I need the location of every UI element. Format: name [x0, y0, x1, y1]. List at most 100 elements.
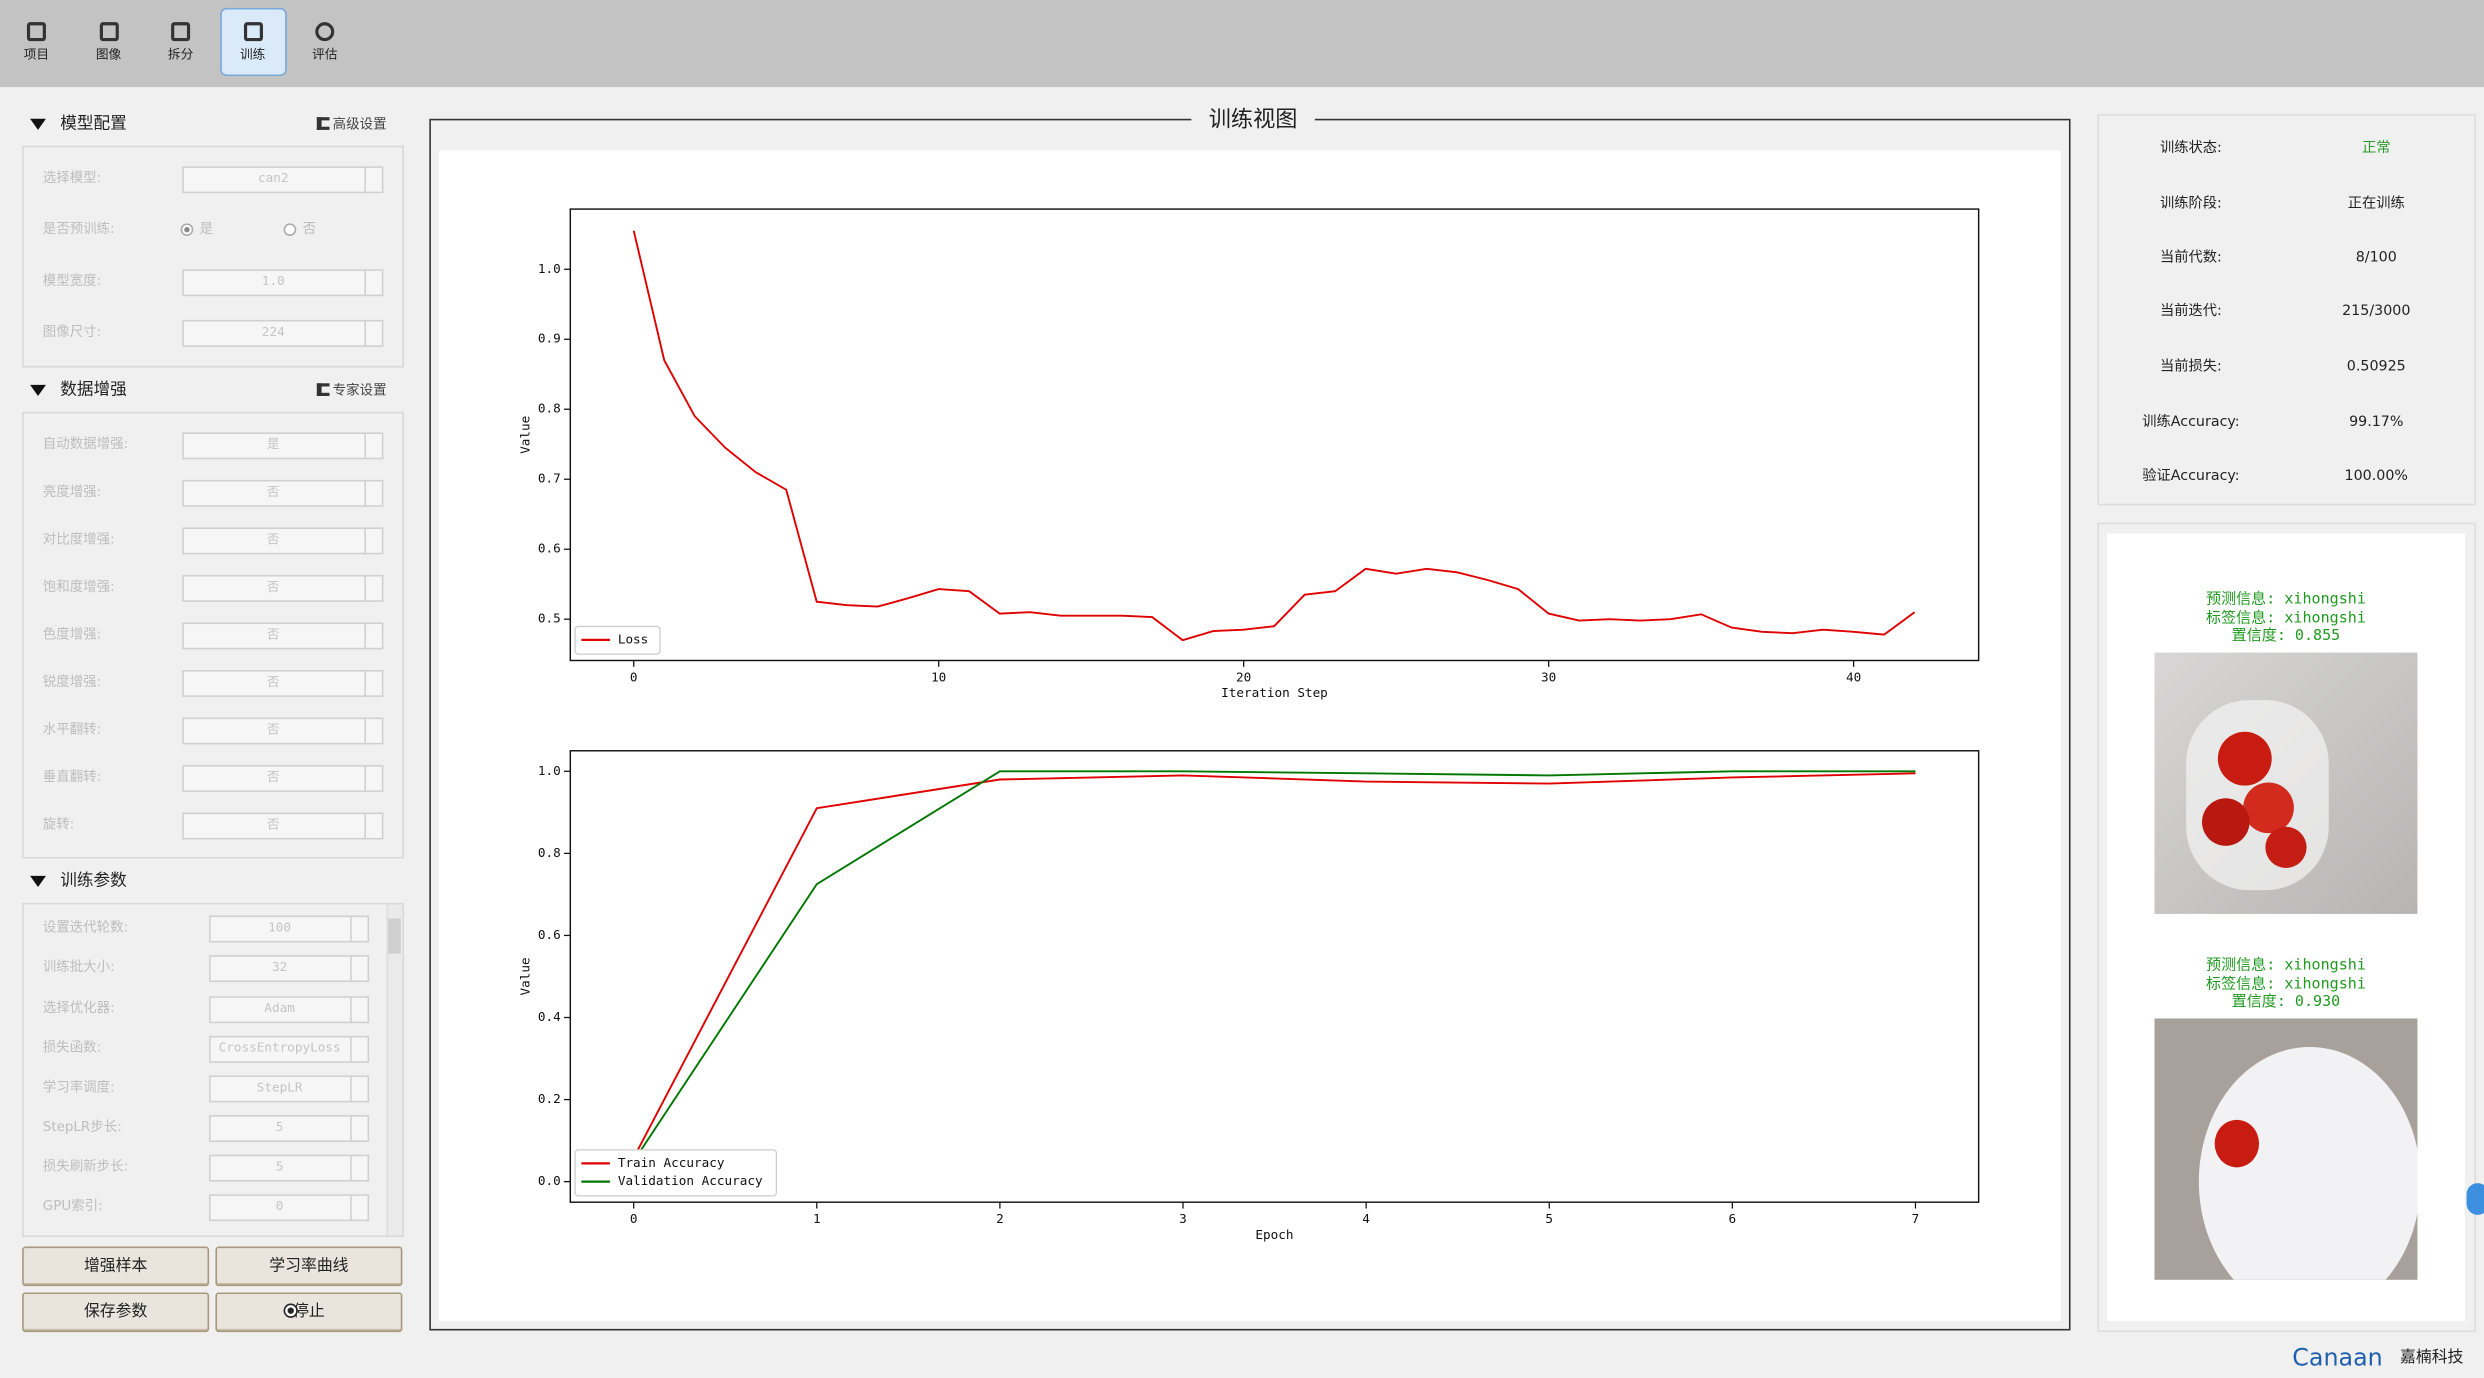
status-value: 100.00%: [2344, 468, 2408, 485]
button-label[interactable]: 停止: [293, 1303, 325, 1321]
prediction-text: 预测信息: xihongshi: [2206, 956, 2366, 975]
button[interactable]: [215, 1246, 403, 1287]
legend-label: Train Accuracy: [618, 1155, 725, 1170]
field-label: 旋转:: [42, 817, 75, 834]
dropdown-arrow: [364, 479, 383, 507]
y-axis-label: Value: [517, 957, 532, 995]
legend-box: [574, 625, 661, 655]
field-value: 224: [261, 324, 285, 339]
collapse-arrow[interactable]: [30, 118, 46, 130]
toolbar-item[interactable]: 项目: [23, 47, 50, 62]
status-value: 0.50925: [2346, 359, 2406, 376]
x-tick-label: 6: [1729, 1211, 1737, 1226]
status-label: 当前损失:: [2159, 359, 2222, 376]
toolbar-icon: [26, 22, 46, 42]
prediction-panel: [2097, 522, 2477, 1333]
field-label: 亮度增强:: [42, 484, 102, 501]
toolbar-icon: [315, 22, 335, 42]
link-icon: [316, 117, 330, 130]
dropdown-arrow: [350, 955, 369, 983]
field-value: 否: [266, 532, 280, 547]
dropdown: [182, 622, 384, 650]
brand-logo: Canaan: [2292, 1343, 2383, 1372]
dropdown-arrow: [364, 432, 383, 460]
field-value: 5: [275, 1159, 284, 1174]
dropdown: [209, 1075, 370, 1103]
y-tick-label: 0.6: [538, 541, 561, 556]
field-label: 学习率调度:: [42, 1080, 115, 1097]
data-line: [632, 770, 1916, 1162]
dropdown-arrow: [350, 1035, 369, 1063]
field-value: 否: [266, 769, 280, 785]
dropdown: [182, 269, 384, 297]
status-value: 99.17%: [2349, 414, 2404, 431]
field-label: 图像尺寸:: [42, 324, 102, 341]
button-label[interactable]: 学习率曲线: [269, 1257, 349, 1276]
radio-label: 是: [199, 221, 214, 238]
x-tick-label: 10: [931, 669, 946, 684]
legend-box: [574, 1149, 778, 1197]
prediction-text: 标签信息: xihongshi: [2206, 974, 2366, 993]
field-label: 损失刷新步长:: [42, 1159, 129, 1176]
section-box: [22, 145, 404, 368]
field-label: 锐度增强:: [42, 674, 102, 691]
dropdown-arrow: [350, 1075, 369, 1103]
dropdown-arrow: [364, 319, 383, 347]
toolbar-icon: [243, 22, 263, 42]
title-gap: [1191, 110, 1315, 130]
dropdown: [182, 812, 384, 840]
y-tick-label: 0.0: [538, 1173, 561, 1188]
status-label: 训练阶段:: [2159, 196, 2222, 213]
y-tick-label: 0.4: [538, 1009, 561, 1024]
y-tick-label: 0.8: [538, 845, 561, 860]
dropdown: [182, 527, 384, 555]
settings-link[interactable]: 高级设置: [332, 117, 387, 134]
toolbar-item[interactable]: 图像: [95, 47, 122, 62]
toolbar-item[interactable]: 拆分: [167, 47, 194, 62]
radio: [283, 223, 297, 237]
dropdown-arrow: [364, 166, 383, 194]
data-line: [632, 230, 1916, 642]
field-value: 1.0: [261, 274, 285, 289]
toolbar-icon: [171, 22, 191, 42]
toolbar-icon: [99, 22, 119, 42]
button-label[interactable]: 增强样本: [83, 1257, 148, 1276]
button[interactable]: [215, 1292, 403, 1333]
settings-link[interactable]: 专家设置: [332, 383, 387, 400]
button-label[interactable]: 保存参数: [83, 1303, 148, 1321]
field-value: 否: [266, 579, 280, 594]
field-value: 否: [266, 627, 280, 642]
prediction-text: 置信度: 0.855: [2231, 627, 2341, 645]
toolbar-item[interactable]: 训练: [240, 47, 266, 62]
dropdown: [209, 1115, 370, 1142]
dropdown-arrow: [364, 812, 383, 840]
stop-icon: [283, 1303, 298, 1318]
y-tick-label: 0.5: [538, 611, 561, 626]
dropdown-arrow: [350, 1154, 369, 1182]
button[interactable]: [22, 1292, 210, 1333]
view-title: 训练视图: [1208, 107, 1298, 134]
brand-name: 嘉楠科技: [2400, 1349, 2464, 1367]
button[interactable]: [22, 1246, 210, 1287]
field-label: 色度增强:: [42, 627, 102, 644]
field-label: 饱和度增强:: [42, 579, 115, 596]
field-value: 5: [275, 1119, 284, 1135]
dropdown: [209, 996, 370, 1024]
x-tick-label: 0: [630, 669, 638, 684]
y-tick-label: 0.9: [538, 331, 561, 346]
status-panel: [2097, 114, 2477, 506]
x-axis-label: Iteration Step: [1221, 685, 1328, 700]
dropdown-arrow: [350, 1194, 369, 1222]
side-toggle[interactable]: [2466, 1183, 2484, 1215]
dropdown: [182, 765, 384, 792]
field-label: 自动数据增强:: [42, 437, 129, 453]
status-label: 训练状态:: [2159, 140, 2222, 157]
x-tick-label: 1: [813, 1211, 821, 1226]
status-label: 当前迭代:: [2159, 304, 2222, 320]
field-value: 32: [271, 959, 288, 975]
collapse-arrow[interactable]: [30, 384, 46, 396]
collapse-arrow[interactable]: [30, 875, 46, 887]
y-tick-label: 1.0: [538, 261, 561, 276]
toolbar-item[interactable]: 评估: [312, 47, 338, 62]
